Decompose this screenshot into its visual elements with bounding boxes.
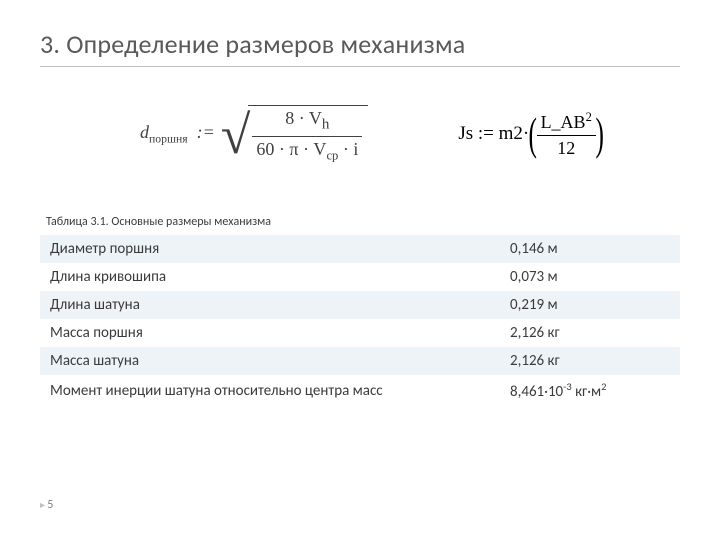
table-caption: Таблица 3.1. Основные размеры механизма bbox=[46, 215, 680, 229]
formulas-row: dпоршня := √ 8 · Vh 60 · π · Vср · i Js … bbox=[140, 91, 680, 177]
row-value: 0,146 м bbox=[500, 235, 680, 263]
f1-den-b: · i bbox=[338, 139, 358, 159]
table-row: Масса шатуна2,126 кг bbox=[40, 347, 680, 375]
row-value: 2,126 кг bbox=[500, 319, 680, 347]
f1-den-sub: ср bbox=[326, 148, 338, 162]
title-rule bbox=[40, 66, 680, 67]
table-row: Длина кривошипа0,073 м bbox=[40, 263, 680, 291]
f1-num-sub: h bbox=[322, 117, 330, 133]
dimensions-table: Диаметр поршня0,146 мДлина кривошипа0,07… bbox=[40, 235, 680, 406]
f1-assign: := bbox=[197, 122, 215, 142]
row-label: Длина кривошипа bbox=[40, 263, 500, 291]
table-row: Диаметр поршня0,146 м bbox=[40, 235, 680, 263]
row-label: Длина шатуна bbox=[40, 291, 500, 319]
formula-js: Js := m2· ( L_AB2 12 ) bbox=[458, 110, 603, 159]
row-value: 0,073 м bbox=[500, 263, 680, 291]
f2-num-exp: 2 bbox=[586, 110, 592, 124]
table-row: Момент инерции шатуна относительно центр… bbox=[40, 375, 680, 406]
f1-num: 8 · V bbox=[285, 108, 322, 128]
page-number: 5 bbox=[40, 498, 53, 512]
f1-sub: поршня bbox=[149, 133, 188, 146]
table-row: Масса поршня2,126 кг bbox=[40, 319, 680, 347]
f2-lhs: Js bbox=[458, 123, 473, 145]
row-label: Масса поршня bbox=[40, 319, 500, 347]
f1-fraction: 8 · Vh 60 · π · Vср · i bbox=[252, 108, 362, 163]
row-label: Момент инерции шатуна относительно центр… bbox=[40, 375, 500, 406]
table-row: Длина шатуна0,219 м bbox=[40, 291, 680, 319]
row-value: 2,126 кг bbox=[500, 347, 680, 375]
f2-factor: m2· bbox=[499, 123, 530, 145]
row-value: 0,219 м bbox=[500, 291, 680, 319]
f1-den-a: 60 · π · V bbox=[256, 139, 326, 159]
surd-icon: √ bbox=[221, 108, 251, 166]
f2-fraction: L_AB2 12 bbox=[537, 110, 596, 159]
row-label: Диаметр поршня bbox=[40, 235, 500, 263]
radical: √ 8 · Vh 60 · π · Vср · i bbox=[221, 105, 369, 163]
page-title: 3. Определение размеров механизма bbox=[40, 28, 680, 60]
open-paren-icon: ( bbox=[529, 111, 537, 157]
f2-den: 12 bbox=[553, 138, 579, 159]
row-value: 8,461·10-3 кг·м2 bbox=[500, 375, 680, 406]
f1-var: d bbox=[140, 122, 149, 142]
close-paren-icon: ) bbox=[595, 111, 603, 157]
f2-assign: := bbox=[478, 123, 494, 145]
row-label: Масса шатуна bbox=[40, 347, 500, 375]
formula-d-piston: dпоршня := √ 8 · Vh 60 · π · Vср · i bbox=[140, 105, 368, 163]
paren: ( L_AB2 12 ) bbox=[529, 110, 603, 159]
f2-num-base: L_AB bbox=[541, 112, 586, 132]
